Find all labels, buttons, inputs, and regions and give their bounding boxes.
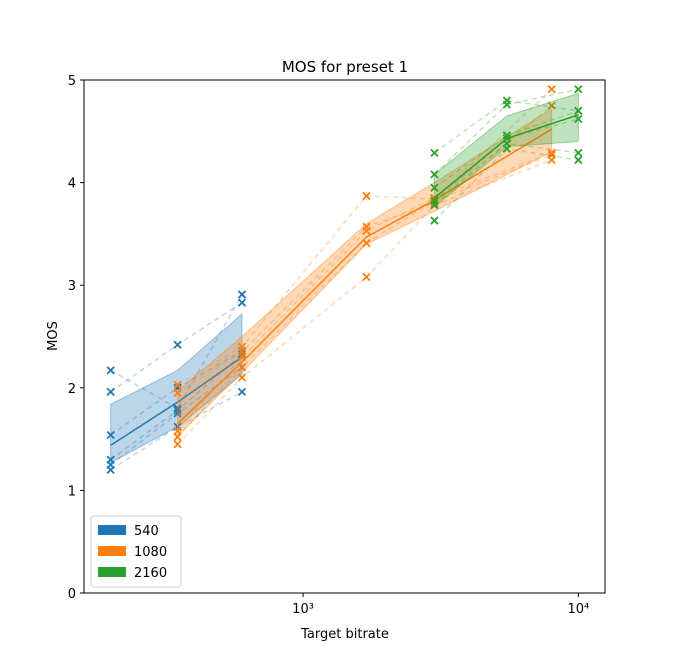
subject-point: [574, 148, 583, 157]
subject-point: [173, 380, 182, 389]
y-axis-label: MOS: [46, 321, 61, 351]
subject-point: [362, 272, 371, 282]
subject-point: [173, 432, 182, 442]
y-tick-label: 4: [68, 177, 76, 192]
subject-point: [430, 183, 439, 192]
legend-swatch: [98, 546, 126, 556]
subject-point: [362, 238, 371, 248]
legend-label: 2160: [134, 566, 167, 581]
subject-point: [574, 85, 583, 94]
subject-point: [574, 106, 583, 115]
subject-point: [547, 101, 556, 110]
subject-line: [433, 142, 579, 206]
subject-point: [173, 404, 182, 413]
subject-point: [237, 373, 247, 382]
subject-point: [237, 298, 247, 307]
subject-point: [237, 349, 247, 359]
subject-point: [547, 85, 556, 94]
y-tick-label: 3: [68, 279, 76, 294]
subject-line: [433, 118, 579, 202]
subject-point: [574, 114, 583, 124]
subject-point: [106, 366, 115, 375]
subject-point: [547, 150, 556, 160]
legend-label: 540: [134, 524, 159, 539]
plot-frame: [83, 79, 606, 594]
subject-point: [173, 388, 182, 398]
subject-line: [433, 110, 579, 189]
subject-point: [173, 340, 182, 349]
mean-line: [433, 114, 579, 199]
subject-point: [237, 290, 247, 299]
subject-point: [430, 196, 439, 206]
subject-point: [502, 96, 511, 105]
subject-point: [173, 426, 182, 436]
subject-line: [177, 159, 552, 445]
mean-line: [177, 128, 553, 425]
confidence-band: [177, 107, 553, 438]
subject-point: [237, 387, 247, 397]
legend-swatch: [98, 525, 126, 535]
subject-point: [362, 222, 371, 231]
y-tick-label: 0: [68, 587, 76, 602]
subject-point: [173, 406, 182, 415]
y-tick-label: 1: [68, 484, 76, 499]
legend-swatch: [98, 567, 126, 577]
subject-line: [433, 99, 579, 154]
x-tick-label: 10⁴: [567, 602, 589, 617]
subject-point: [574, 155, 583, 165]
x-axis-label: Target bitrate: [300, 627, 389, 642]
subject-point: [362, 191, 371, 201]
subject-point: [547, 148, 556, 157]
confidence-band: [433, 92, 579, 209]
y-tick-label: 2: [68, 382, 76, 397]
subject-point: [173, 440, 182, 449]
mean-line: [110, 356, 243, 446]
x-tick-label: 10³: [292, 602, 314, 617]
chart-title: MOS for preset 1: [282, 58, 408, 76]
subject-line: [110, 391, 243, 471]
y-tick-label: 5: [68, 74, 76, 89]
subject-point: [106, 387, 115, 397]
subject-point: [430, 170, 439, 179]
legend-label: 1080: [134, 545, 167, 560]
subject-point: [106, 430, 115, 440]
subject-point: [237, 342, 247, 351]
subject-point: [430, 216, 439, 225]
subject-point: [430, 148, 439, 157]
subject-point: [106, 455, 115, 464]
